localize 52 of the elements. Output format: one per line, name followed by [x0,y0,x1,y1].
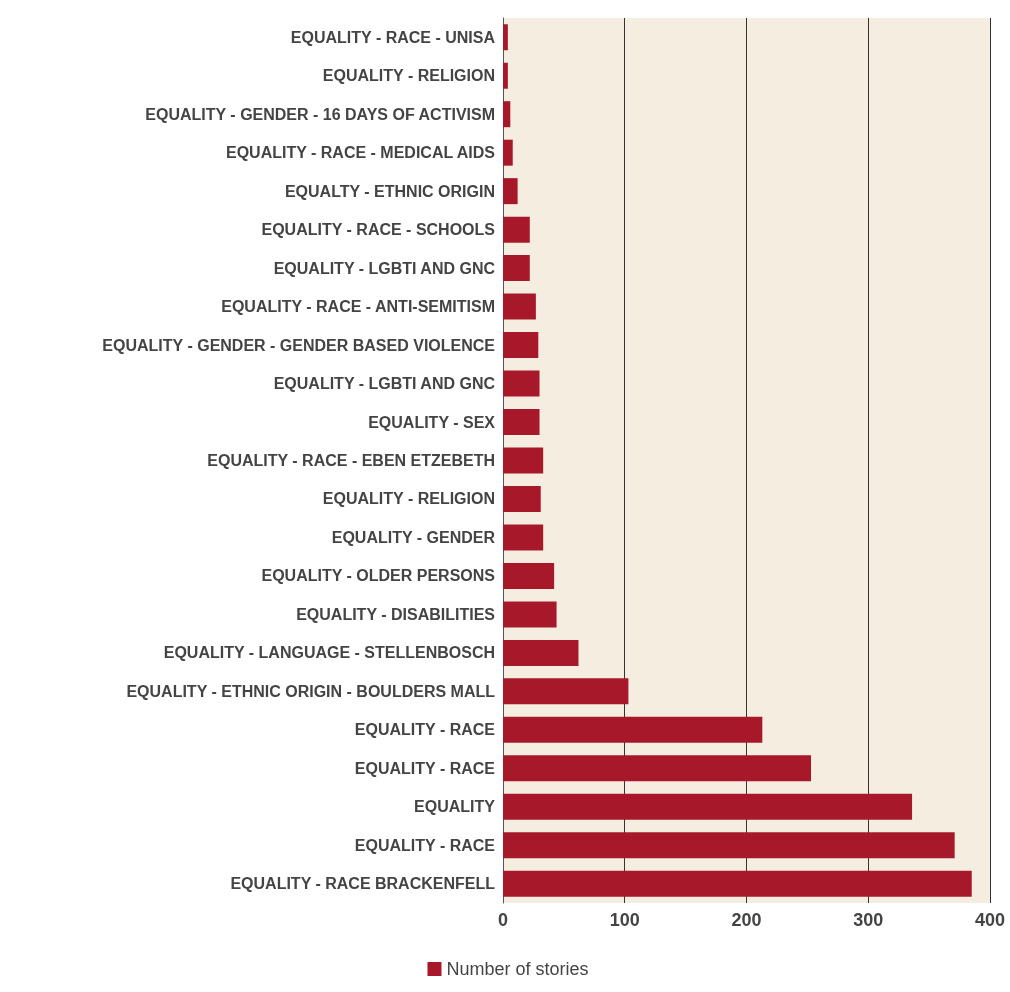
bar [503,755,812,782]
y-tick-label: EQUALITY - LGBTI AND GNC [273,259,496,277]
bar [503,24,508,51]
bar [503,601,557,628]
y-tick-label: EQUALITY - RACE BRACKENFELL [230,875,496,893]
y-tick-label: EQUALITY - GENDER - GENDER BASED VIOLENCE [102,336,496,354]
y-tick-label: EQUALTY - ETHNIC ORIGIN [284,182,495,200]
bar [503,793,913,820]
x-tick-label: 0 [497,910,509,930]
bar [503,101,511,128]
bar [503,178,518,205]
y-tick-label: EQUALITY - GENDER [331,528,496,546]
bar [503,716,763,743]
bar [503,216,530,243]
y-tick-label: EQUALITY - RELIGION [322,67,495,85]
bar [503,870,972,897]
bar [503,447,544,474]
x-tick-label: 100 [609,910,640,930]
y-tick-label: EQUALITY - SEX [368,413,496,431]
bar [503,255,530,282]
bar [503,62,508,89]
y-tick-label: EQUALITY - RACE - EBEN ETZEBETH [207,452,495,469]
y-tick-label: EQUALITY - RACE [354,836,496,854]
y-tick-label: EQUALITY [414,798,496,816]
y-tick-label: EQUALITY - RACE - SCHOOLS [261,221,496,239]
y-tick-label: EQUALITY - RACE - ANTI-SEMITISM [221,298,495,316]
bar [503,562,555,589]
x-tick-label: 300 [853,910,884,930]
bar [503,293,536,320]
y-tick-label: EQUALITY - RACE - UNISA [290,28,496,46]
bar [503,370,540,397]
bar [503,524,544,551]
x-tick-label: 200 [731,910,762,930]
y-tick-label: EQUALITY - GENDER - 16 DAYS OF ACTIVISM [145,105,495,123]
y-tick-label: EQUALITY - LGBTI AND GNC [273,375,496,393]
y-tick-label: EQUALITY - RACE - MEDICAL AIDS [225,144,496,162]
y-tick-label: EQUALITY - RACE [354,759,496,777]
y-tick-label: EQUALITY - OLDER PERSONS [261,567,496,585]
x-tick-label: 400 [974,910,1006,930]
bar [503,678,629,705]
bar [503,832,955,859]
bar [503,332,539,359]
bar [503,639,579,666]
y-tick-label: EQUALITY - DISABILITIES [296,605,496,623]
y-tick-label: EQUALITY - ETHNIC ORIGIN - BOULDERS MALL [126,682,496,700]
bar [503,139,513,166]
y-tick-label: EQUALITY - RELIGION [322,490,495,508]
bar [503,409,540,436]
y-tick-label: EQUALITY - RACE [354,721,496,739]
y-tick-label: EQUALITY - LANGUAGE - STELLENBOSCH [163,644,495,662]
legend-label: Number of stories [446,959,589,979]
bar [503,485,541,512]
